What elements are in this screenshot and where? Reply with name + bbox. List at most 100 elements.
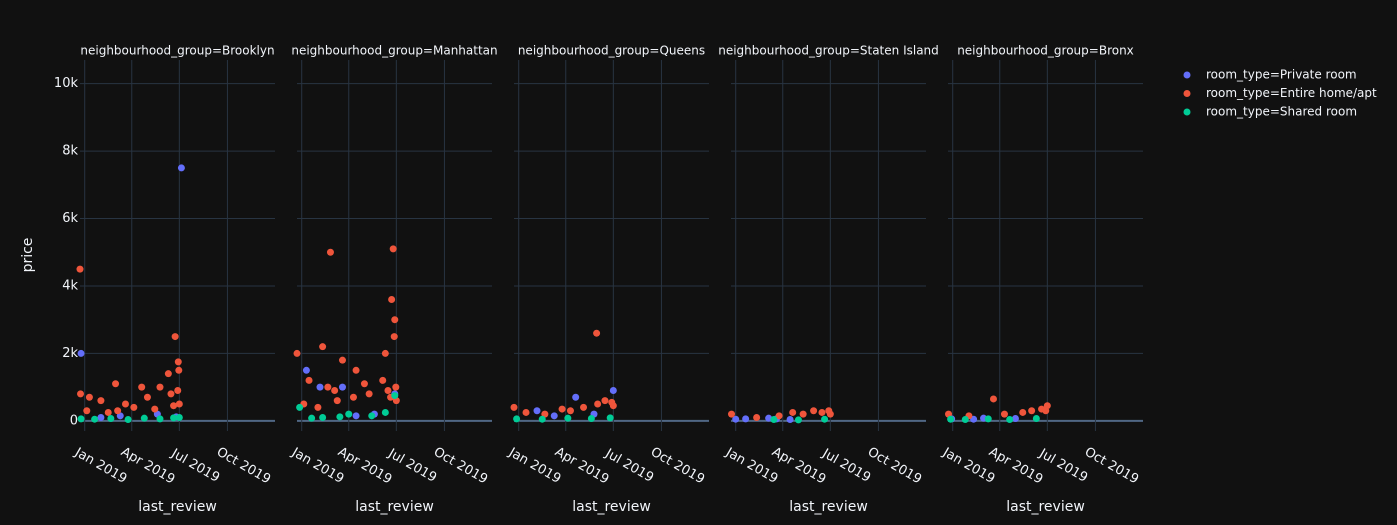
legend-label: room_type=Entire home/apt: [1206, 86, 1377, 100]
point: [390, 333, 398, 341]
point: [83, 407, 91, 415]
y-tick-label: 0: [70, 413, 78, 428]
point: [765, 414, 773, 422]
point: [1042, 407, 1050, 415]
point: [786, 416, 794, 424]
point: [360, 380, 368, 388]
point: [112, 380, 120, 388]
x-tick-label: Oct 2019: [214, 445, 273, 488]
x-tick-label: Apr 2019: [118, 445, 177, 488]
point: [799, 410, 807, 418]
point: [587, 415, 595, 423]
y-tick-label: 10k: [54, 76, 79, 91]
x-axis-title: last_review: [138, 499, 217, 515]
point: [97, 397, 105, 405]
x-tick-label: Jan 2019: [939, 445, 997, 487]
facet-title: neighbourhood_group=Brooklyn: [80, 44, 274, 58]
point: [1000, 410, 1008, 418]
point: [338, 383, 346, 391]
point: [593, 329, 601, 337]
x-tick-label: Oct 2019: [431, 445, 490, 488]
point: [392, 383, 400, 391]
point: [170, 414, 178, 422]
x-tick-label: Jan 2019: [722, 445, 780, 487]
point: [338, 356, 346, 364]
facet-title: neighbourhood_group=Staten Island: [718, 44, 939, 58]
point: [606, 414, 614, 422]
point: [352, 412, 360, 420]
point: [601, 397, 609, 405]
point: [331, 387, 339, 395]
point: [550, 412, 558, 420]
x-tick-label: Jan 2019: [71, 445, 129, 487]
point: [156, 383, 164, 391]
point: [140, 414, 148, 422]
point: [296, 403, 304, 411]
facet-title: neighbourhood_group=Manhattan: [291, 44, 497, 58]
point: [391, 392, 399, 400]
point: [381, 408, 389, 416]
point: [171, 333, 179, 341]
point: [305, 376, 313, 384]
y-tick-label: 4k: [62, 278, 78, 293]
point: [175, 366, 183, 374]
point: [389, 245, 397, 253]
point: [167, 390, 175, 398]
point: [345, 410, 353, 418]
x-tick-label: Oct 2019: [865, 445, 924, 488]
point: [594, 400, 602, 408]
point: [308, 414, 316, 422]
x-tick-label: Apr 2019: [335, 445, 394, 488]
point: [794, 416, 802, 424]
point: [566, 407, 574, 415]
point: [77, 390, 85, 398]
x-tick-label: Oct 2019: [648, 445, 707, 488]
x-tick-label: Apr 2019: [986, 445, 1045, 488]
point: [124, 416, 132, 424]
point: [580, 403, 588, 411]
point: [510, 403, 518, 411]
point: [810, 407, 818, 415]
point: [293, 349, 301, 357]
point: [947, 415, 955, 423]
legend-label: room_type=Shared room: [1206, 105, 1357, 119]
point: [379, 376, 387, 384]
point: [175, 400, 183, 408]
point: [156, 415, 164, 423]
point: [85, 393, 93, 401]
facet-title: neighbourhood_group=Queens: [518, 44, 705, 58]
y-axis-title: price: [20, 238, 36, 273]
point: [775, 412, 783, 420]
point: [572, 393, 580, 401]
point: [164, 370, 172, 378]
x-tick-label: Oct 2019: [1082, 445, 1141, 488]
point: [336, 413, 344, 421]
point: [174, 358, 182, 366]
point: [316, 383, 324, 391]
x-axis-title: last_review: [355, 499, 434, 515]
point: [365, 390, 373, 398]
y-tick-label: 2k: [62, 346, 78, 361]
point: [753, 414, 761, 422]
point: [107, 415, 115, 423]
point: [91, 415, 99, 423]
point: [143, 393, 151, 401]
point: [121, 400, 129, 408]
point: [961, 416, 969, 424]
point: [533, 407, 541, 415]
point: [97, 414, 105, 422]
point: [538, 415, 546, 423]
point: [732, 415, 740, 423]
x-tick-label: Jan 2019: [288, 445, 346, 487]
point: [1006, 416, 1014, 424]
point: [368, 412, 376, 420]
point: [381, 349, 389, 357]
point: [742, 415, 750, 423]
y-tick-label: 8k: [62, 144, 78, 159]
point: [770, 416, 778, 424]
point: [1011, 415, 1019, 423]
point: [175, 414, 183, 422]
point: [609, 387, 617, 395]
point: [989, 395, 997, 403]
x-tick-label: Jul 2019: [1036, 446, 1090, 486]
